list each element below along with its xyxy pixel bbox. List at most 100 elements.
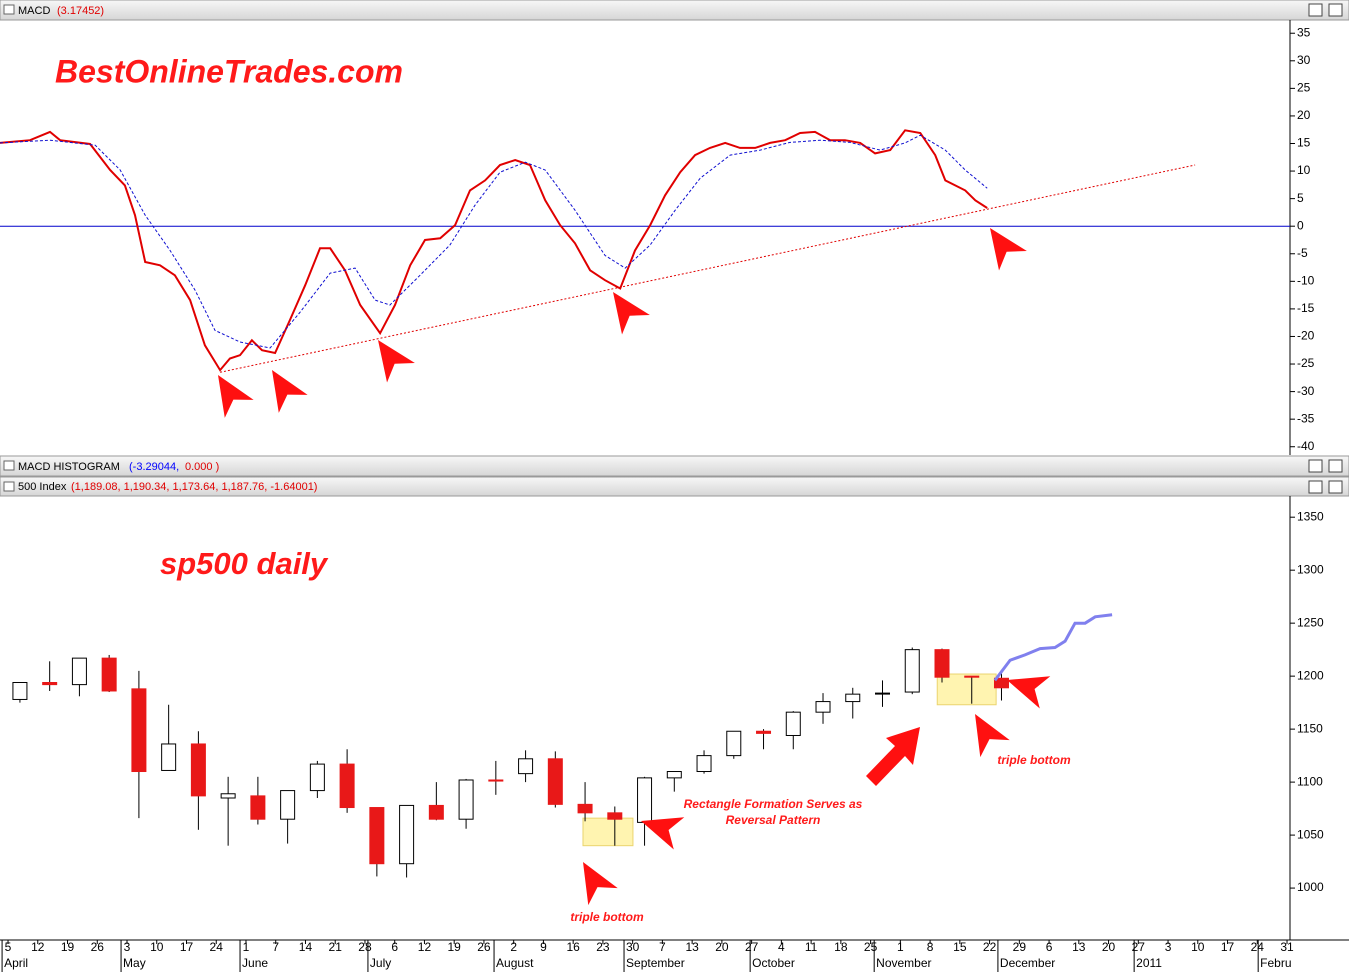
- maximize-button[interactable]: [1308, 480, 1323, 494]
- macd-line: [0, 134, 988, 349]
- y-tick-label: -40: [1297, 439, 1315, 453]
- x-tick-label: 15: [953, 940, 967, 954]
- candle-body: [71, 657, 87, 686]
- x-tick-label: 18: [834, 940, 848, 954]
- candle-body: [309, 763, 325, 792]
- candle-body: [845, 693, 861, 703]
- x-tick-label: 26: [91, 940, 105, 954]
- candle-body: [339, 763, 355, 809]
- y-tick-label: 0: [1297, 218, 1304, 232]
- candle-body: [488, 779, 504, 782]
- panel-title: MACD HISTOGRAM: [18, 461, 120, 473]
- y-tick-label: -10: [1297, 274, 1315, 288]
- x-tick-label: 20: [715, 940, 729, 954]
- x-tick-label: 26: [477, 940, 491, 954]
- x-tick-label: 1: [243, 940, 250, 954]
- close-button[interactable]: [1328, 459, 1343, 473]
- x-tick-label: 19: [448, 940, 462, 954]
- macd-line: [0, 129, 988, 372]
- y-tick-label: 1150: [1297, 721, 1323, 735]
- x-tick-label: 17: [1221, 940, 1235, 954]
- candle-body: [161, 743, 177, 771]
- candle-body: [785, 711, 801, 736]
- candle-body: [964, 675, 980, 678]
- x-tick-label: 12: [31, 940, 45, 954]
- projection-line: [993, 613, 1113, 682]
- y-tick-label: 15: [1297, 136, 1311, 150]
- month-label: November: [876, 956, 931, 970]
- panel-title: 500 Index: [18, 481, 67, 493]
- candle-body: [190, 743, 206, 797]
- candle-body: [875, 692, 891, 695]
- panel-title: MACD: [18, 5, 50, 17]
- x-tick-label: 7: [659, 940, 666, 954]
- y-tick-label: 35: [1297, 25, 1311, 39]
- panel-values: 0.000 ): [185, 461, 219, 473]
- x-tick-label: 29: [1013, 940, 1027, 954]
- x-tick-label: 14: [299, 940, 313, 954]
- month-label: September: [626, 956, 685, 970]
- y-tick-label: 1100: [1297, 774, 1323, 788]
- x-tick-label: 30: [626, 940, 640, 954]
- x-tick-label: 21: [329, 940, 343, 954]
- x-tick-label: 12: [418, 940, 432, 954]
- y-tick-label: -30: [1297, 384, 1315, 398]
- x-tick-label: 28: [358, 940, 372, 954]
- price-header: 500 Index (1,189.08, 1,190.34, 1,173.64,…: [0, 476, 1349, 497]
- x-tick-label: 2: [510, 940, 517, 954]
- annotation: triple bottom: [570, 910, 644, 924]
- x-tick-label: 6: [391, 940, 398, 954]
- x-tick-label: 13: [1072, 940, 1086, 954]
- x-tick-label: 4: [778, 940, 785, 954]
- y-tick-label: 1350: [1297, 509, 1324, 523]
- x-tick-label: 24: [210, 940, 224, 954]
- candle-body: [518, 758, 534, 775]
- y-tick-label: 1300: [1297, 562, 1324, 576]
- highlight-box: [582, 817, 634, 847]
- y-tick-label: 1050: [1297, 827, 1324, 841]
- macd-header: MACD (3.17452): [0, 0, 1349, 21]
- candle-body: [101, 657, 117, 692]
- month-label: May: [123, 956, 146, 970]
- y-tick-label: 5: [1297, 191, 1304, 205]
- candle-body: [399, 804, 415, 865]
- x-tick-label: 25: [864, 940, 878, 954]
- candle-body: [42, 682, 58, 686]
- y-tick-label: -25: [1297, 356, 1315, 370]
- candle-body: [726, 730, 742, 757]
- candle-body: [934, 649, 950, 678]
- arrows: [203, 218, 1051, 906]
- candle-body: [428, 804, 444, 820]
- x-tick-label: 24: [1251, 940, 1265, 954]
- y-tick-label: -5: [1297, 246, 1308, 260]
- close-button[interactable]: [1328, 480, 1343, 494]
- month-label: October: [752, 956, 795, 970]
- candle-body: [131, 688, 147, 773]
- candle-body: [904, 649, 920, 693]
- x-tick-label: 7: [272, 940, 279, 954]
- candle-body: [815, 701, 831, 713]
- y-tick-label: -15: [1297, 301, 1315, 315]
- candle-body: [12, 682, 28, 700]
- annotation: Rectangle Formation Serves as: [684, 797, 863, 811]
- x-tick-label: 17: [180, 940, 194, 954]
- month-label: Febru: [1260, 956, 1291, 970]
- x-tick-label: 22: [983, 940, 997, 954]
- x-tick-label: 10: [1191, 940, 1205, 954]
- candle-body: [637, 777, 653, 823]
- candle-body: [666, 771, 682, 779]
- month-label: July: [370, 956, 391, 970]
- x-tick-label: 8: [927, 940, 934, 954]
- annotation: triple bottom: [997, 753, 1071, 767]
- candle-body: [993, 677, 1009, 689]
- maximize-button[interactable]: [1308, 3, 1323, 17]
- maximize-button[interactable]: [1308, 459, 1323, 473]
- x-tick-label: 5: [5, 940, 12, 954]
- month-label: April: [4, 956, 28, 970]
- panel-values: (1,189.08, 1,190.34, 1,173.64, 1,187.76,…: [71, 481, 317, 493]
- close-button[interactable]: [1328, 3, 1343, 17]
- x-tick-label: 13: [685, 940, 699, 954]
- candle-body: [458, 779, 474, 820]
- annotation: Reversal Pattern: [726, 813, 821, 827]
